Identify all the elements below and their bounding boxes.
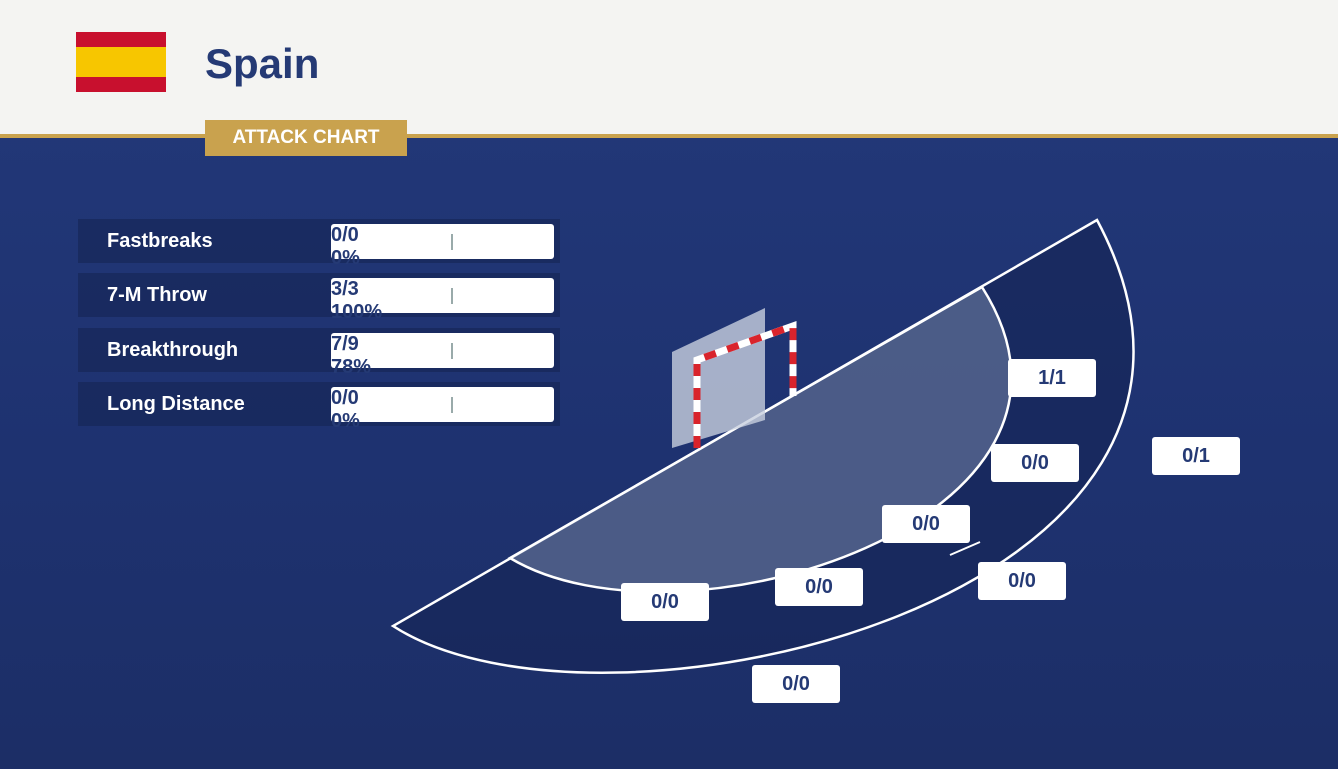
stat-row: 7-M Throw 3/3 100% <box>78 273 560 323</box>
stat-label: Long Distance <box>107 393 245 415</box>
stat-pct: 0% <box>331 410 360 432</box>
stat-made: 0/0 <box>331 224 359 246</box>
stat-made: 7/9 <box>331 333 359 355</box>
stat-label: 7-M Throw <box>107 284 207 306</box>
separator <box>451 288 453 304</box>
stat-row: Fastbreaks 0/0 0% <box>78 219 560 269</box>
zone-label: 0/0 <box>752 665 840 703</box>
zone-label: 0/0 <box>991 444 1079 482</box>
zone-label: 0/0 <box>978 562 1066 600</box>
stat-made: 0/0 <box>331 387 359 409</box>
flag <box>76 32 166 92</box>
zone-label: 0/1 <box>1152 437 1240 475</box>
badge: ATTACK CHART <box>205 120 407 156</box>
stat-pct: 100% <box>331 301 383 323</box>
stat-box: 0/0 0% <box>331 224 554 269</box>
stat-row: Breakthrough 7/9 78% <box>78 328 560 378</box>
stat-row: Long Distance 0/0 0% <box>78 382 560 432</box>
team-name: Spain <box>205 40 320 87</box>
zone-label: 0/0 <box>621 583 709 621</box>
stat-box: 3/3 100% <box>331 278 554 323</box>
stat-box: 7/9 78% <box>331 333 554 378</box>
separator <box>451 343 453 359</box>
stat-pct: 0% <box>331 247 360 269</box>
zone-label: 0/0 <box>882 505 970 543</box>
zone-label: 1/1 <box>1008 359 1096 397</box>
stat-pct: 78% <box>331 356 372 378</box>
stat-made: 3/3 <box>331 278 359 300</box>
separator <box>451 397 453 413</box>
zone-label: 0/0 <box>775 568 863 606</box>
separator <box>451 234 453 250</box>
stat-label: Fastbreaks <box>107 230 213 252</box>
header-bar: Spain <box>0 0 1338 138</box>
stat-box: 0/0 0% <box>331 387 554 432</box>
stat-label: Breakthrough <box>107 339 239 361</box>
